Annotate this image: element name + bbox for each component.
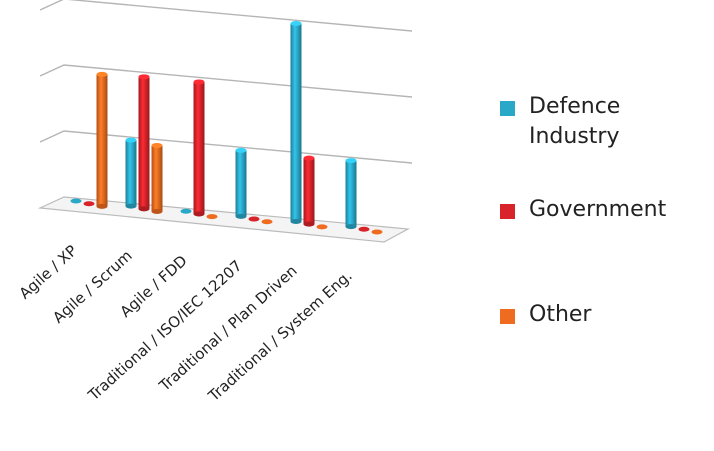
bar-defence-industry-agile-fdd xyxy=(180,208,192,214)
bar-other-agile-fdd xyxy=(206,214,218,220)
bar-defence-industry-agile-xp xyxy=(70,198,82,204)
bar-other-traditional-iso-iec-12207 xyxy=(261,219,273,225)
bar-other-agile-scrum xyxy=(151,143,163,215)
bar-government-agile-fdd xyxy=(193,79,205,217)
legend-swatch-other xyxy=(500,309,515,324)
bar-government-traditional-iso-iec-12207 xyxy=(248,216,260,222)
bar-government-traditional-plan-driven xyxy=(303,155,315,227)
legend-label-other: Other xyxy=(529,302,592,327)
bar-other-agile-xp xyxy=(96,71,108,209)
legend: Defence Industry Government Other xyxy=(500,0,714,451)
bars-group xyxy=(70,20,383,235)
legend-swatch-defence-industry xyxy=(500,101,515,116)
bar-defence-industry-agile-scrum xyxy=(125,137,137,209)
legend-label-defence-industry: Defence Industry xyxy=(529,94,621,149)
legend-item-defence-industry: Defence Industry xyxy=(500,92,699,152)
bar-defence-industry-traditional-system-eng xyxy=(345,158,357,230)
gridline-2 xyxy=(39,64,413,98)
gridline-3 xyxy=(39,0,413,32)
bar-other-traditional-plan-driven xyxy=(316,224,328,230)
bar-defence-industry-traditional-plan-driven xyxy=(290,20,302,224)
legend-label-government: Government xyxy=(529,197,667,222)
gridlines xyxy=(39,0,413,164)
bar-government-traditional-system-eng xyxy=(358,226,370,232)
bar-government-agile-scrum xyxy=(138,74,150,212)
legend-item-government: Government xyxy=(500,195,699,225)
legend-item-other: Other xyxy=(500,300,699,330)
bar-government-agile-xp xyxy=(83,201,95,207)
bar-other-traditional-system-eng xyxy=(371,229,383,235)
gridline-1 xyxy=(39,130,413,164)
bar-defence-industry-traditional-iso-iec-12207 xyxy=(235,147,247,219)
legend-swatch-government xyxy=(500,204,515,219)
